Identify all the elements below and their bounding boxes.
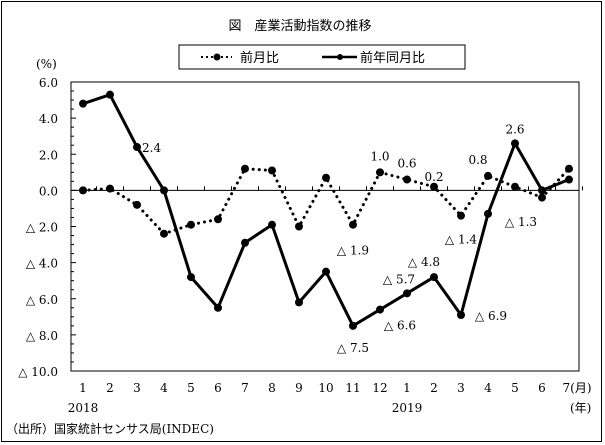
x-tick-label: 4 xyxy=(484,381,492,395)
y-tick-label: 2.0 xyxy=(39,148,58,162)
data-point-yoy xyxy=(457,311,465,320)
x-tick-label: 6 xyxy=(214,381,222,395)
x-tick-label: 10 xyxy=(318,381,333,395)
x-year-label: 2018 xyxy=(68,401,99,415)
data-point-mom xyxy=(457,211,465,220)
y-tick-label: △ 8.0 xyxy=(26,329,58,343)
x-tick-label: 2 xyxy=(430,381,438,395)
x-tick-label: 7 xyxy=(241,381,249,395)
data-point-yoy xyxy=(349,321,357,330)
data-label: 1.0 xyxy=(370,149,389,163)
x-tick-label: 4 xyxy=(160,381,168,395)
x-tick-label: 5 xyxy=(511,381,519,395)
data-point-mom xyxy=(214,215,222,224)
data-label: △ 1.4 xyxy=(445,233,477,247)
data-point-mom xyxy=(79,186,87,195)
data-point-mom xyxy=(295,222,303,231)
data-point-yoy xyxy=(79,99,87,108)
x-tick-label: 9 xyxy=(295,381,303,395)
data-point-yoy xyxy=(322,267,330,276)
x-tick-label: 5 xyxy=(187,381,195,395)
legend-label-yoy: 前年同月比 xyxy=(360,50,425,66)
data-label: 2.6 xyxy=(505,122,524,136)
data-point-mom xyxy=(133,200,141,209)
data-label: △ 6.9 xyxy=(475,309,507,323)
data-point-mom xyxy=(538,193,546,202)
data-label: 0.2 xyxy=(424,170,443,184)
x-tick-label: 12 xyxy=(372,381,387,395)
data-point-yoy xyxy=(214,303,222,312)
data-point-mom xyxy=(376,168,384,177)
series-line-yoy xyxy=(82,93,570,328)
data-label: △ 1.3 xyxy=(505,215,537,229)
data-point-mom xyxy=(322,173,330,182)
y-tick-label: △ 4.0 xyxy=(26,257,58,271)
x-tick-label: 3 xyxy=(133,381,141,395)
data-point-yoy xyxy=(403,289,411,298)
data-point-yoy xyxy=(106,90,114,99)
data-point-mom xyxy=(160,229,168,238)
y-tick-label: △ 10.0 xyxy=(18,365,58,379)
x-tick-label: 6 xyxy=(538,381,546,395)
chart-title: 図 産業活動指数の推移 xyxy=(228,18,371,34)
y-tick-label: △ 2.0 xyxy=(26,221,58,235)
data-label: △ 5.7 xyxy=(383,272,415,286)
x-year-label: 2019 xyxy=(392,401,423,415)
data-point-mom xyxy=(403,175,411,184)
data-point-mom xyxy=(511,182,519,191)
legend-label-mom: 前月比 xyxy=(240,50,279,66)
y-tick-label: 4.0 xyxy=(39,112,58,126)
x-tick-label: 11 xyxy=(345,381,360,395)
y-axis-unit: (%) xyxy=(36,57,57,71)
data-point-yoy xyxy=(295,298,303,307)
y-tick-label: △ 6.0 xyxy=(26,293,58,307)
data-point-yoy xyxy=(430,273,438,282)
data-point-yoy xyxy=(160,186,168,195)
data-point-mom xyxy=(565,164,573,173)
data-label: △ 7.5 xyxy=(337,341,369,355)
data-point-yoy xyxy=(565,175,573,184)
data-point-yoy xyxy=(538,186,546,195)
data-label: △ 1.9 xyxy=(337,244,369,258)
y-tick-label: 0.0 xyxy=(39,184,58,198)
data-point-yoy xyxy=(376,305,384,314)
source-note: （出所）国家統計センサス局(INDEC) xyxy=(6,421,214,436)
data-point-mom xyxy=(106,184,114,193)
data-label: 0.6 xyxy=(397,157,416,171)
x-tick-label: 1 xyxy=(403,381,411,395)
x-axis-year-unit: (年) xyxy=(570,401,591,415)
x-tick-label: 2 xyxy=(106,381,114,395)
data-label: △ 4.8 xyxy=(408,255,440,269)
data-point-mom xyxy=(484,171,492,180)
x-tick-label: 3 xyxy=(457,381,465,395)
data-point-mom xyxy=(187,220,195,229)
plot-area xyxy=(70,81,580,372)
data-point-mom xyxy=(268,166,276,175)
data-point-yoy xyxy=(484,209,492,218)
data-point-yoy xyxy=(268,220,276,229)
x-tick-label: 8 xyxy=(268,381,276,395)
data-point-mom xyxy=(241,164,249,173)
y-tick-label: 6.0 xyxy=(39,76,58,90)
data-point-mom xyxy=(430,182,438,191)
data-label: 2.4 xyxy=(142,141,161,155)
legend: 前月比 前年同月比 xyxy=(178,44,466,70)
data-point-yoy xyxy=(241,238,249,247)
data-point-yoy xyxy=(133,143,141,152)
data-point-mom xyxy=(349,220,357,229)
data-label: △ 6.6 xyxy=(384,319,416,333)
data-point-yoy xyxy=(187,273,195,282)
data-point-yoy xyxy=(511,139,519,148)
data-label: 0.8 xyxy=(468,153,487,167)
x-tick-label: 7(月) xyxy=(563,381,592,395)
x-tick-label: 1 xyxy=(79,381,87,395)
